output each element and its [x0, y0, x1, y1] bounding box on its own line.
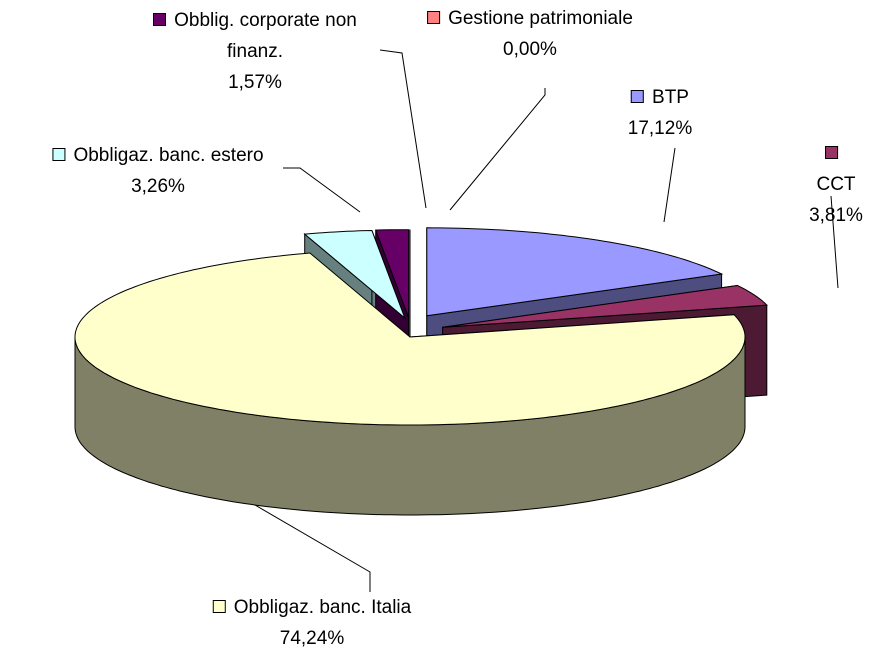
value-label: 0,00% [503, 39, 557, 60]
label-name-line: BTP [628, 82, 692, 113]
slice-label: CCT 3,81% [809, 138, 863, 231]
slice [374, 229, 410, 318]
tops [74, 227, 768, 426]
slice-label: Gestione patrimoniale 0,00% [427, 3, 633, 65]
value-label: 74,24% [279, 628, 345, 649]
leader-line [283, 167, 361, 213]
category-name: Gestione patrimoniale [448, 8, 633, 29]
slice-label: Obbligaz. banc. estero 3,26% [52, 140, 264, 202]
label-name-line: Obbligaz. banc. Italia [212, 592, 412, 623]
leader-line [254, 504, 371, 592]
value-label: 17,12% [627, 118, 693, 139]
category-name: Obbligaz. banc. estero [73, 145, 264, 166]
value-label: 3,81% [809, 205, 863, 226]
legend-swatch [52, 148, 66, 161]
category-name: Obblig. corporate non finanz. [174, 10, 357, 62]
slice-label: Obbligaz. banc. Italia 74,24% [212, 592, 412, 653]
slice-label: BTP 17,12% [628, 82, 692, 144]
leader-line [830, 195, 839, 289]
slice-label: Obblig. corporate non finanz. 1,57% [135, 5, 375, 98]
label-name-line: Gestione patrimoniale [427, 3, 633, 34]
leader-line [449, 88, 546, 211]
legend-swatch [427, 11, 441, 24]
leader-line [663, 147, 676, 223]
slice [442, 284, 768, 328]
slice [303, 229, 406, 320]
label-name-line: Obblig. corporate non finanz. [135, 5, 375, 67]
legend-swatch [631, 90, 645, 103]
leader-line [379, 49, 427, 209]
legend-swatch [825, 146, 839, 159]
category-name: Obbligaz. banc. Italia [233, 597, 412, 618]
label-name-line: Obbligaz. banc. estero [52, 140, 264, 171]
label-name-line: CCT [809, 138, 863, 200]
legend-swatch [212, 600, 226, 613]
slice [426, 227, 724, 317]
slice [74, 252, 746, 426]
value-label: 1,57% [228, 72, 282, 93]
legend-swatch [153, 13, 167, 26]
category-name: CCT [816, 174, 856, 195]
category-name: BTP [652, 87, 689, 108]
value-label: 3,26% [131, 176, 185, 197]
